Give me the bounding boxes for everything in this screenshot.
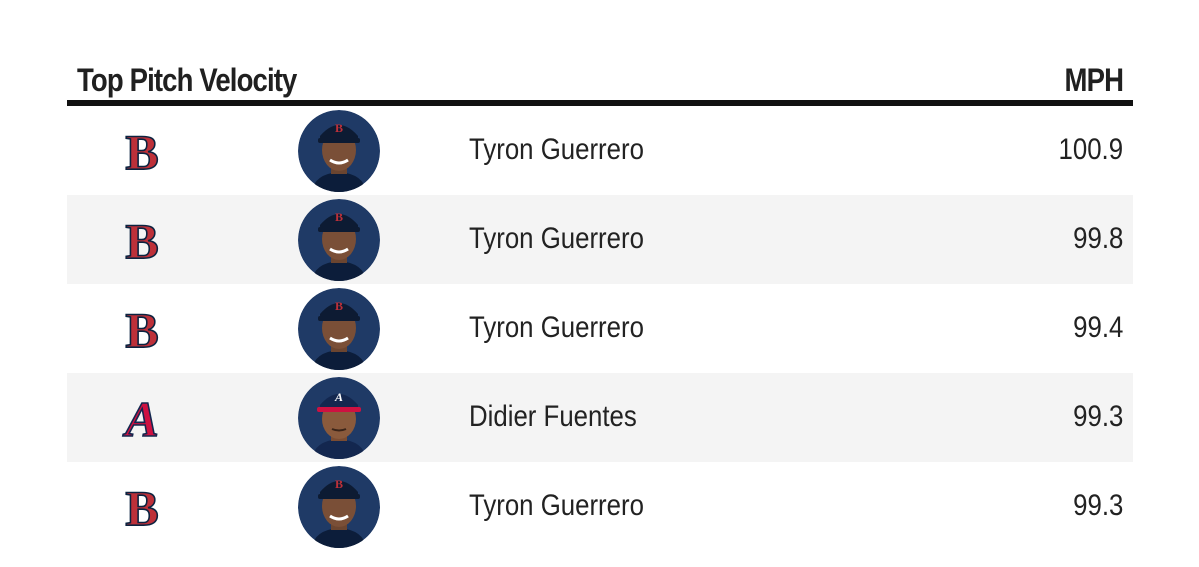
- player-name: Tyron Guerrero: [469, 489, 644, 522]
- table-row: B B Tyron Guerrero 99.3: [67, 462, 1133, 551]
- mph-column-header: MPH: [1064, 62, 1123, 98]
- svg-text:B: B: [125, 481, 158, 531]
- mph-value: 99.8: [1072, 222, 1123, 255]
- player-headshot-icon: B: [298, 288, 380, 370]
- red-sox-b-logo-icon: B: [125, 125, 160, 175]
- braves-a-logo-icon: A: [122, 392, 160, 442]
- svg-text:B: B: [335, 299, 343, 313]
- player-name: Tyron Guerrero: [469, 133, 644, 166]
- red-sox-b-logo-icon: B: [125, 481, 160, 531]
- player-name: Didier Fuentes: [469, 400, 637, 433]
- mph-value: 100.9: [1058, 133, 1123, 166]
- svg-text:B: B: [335, 477, 343, 491]
- svg-text:A: A: [334, 390, 343, 404]
- table-row: B B Tyron Guerrero 99.8: [67, 195, 1133, 284]
- mph-value: 99.4: [1072, 311, 1123, 344]
- table-header: Top Pitch Velocity MPH: [67, 60, 1133, 106]
- svg-text:A: A: [122, 392, 158, 442]
- player-headshot-icon: A: [298, 377, 380, 459]
- player-name: Tyron Guerrero: [469, 311, 644, 344]
- player-name: Tyron Guerrero: [469, 222, 644, 255]
- svg-text:B: B: [335, 121, 343, 135]
- svg-text:B: B: [125, 214, 158, 264]
- player-headshot-icon: B: [298, 199, 380, 281]
- svg-text:B: B: [335, 210, 343, 224]
- mph-value: 99.3: [1072, 400, 1123, 433]
- table-title: Top Pitch Velocity: [77, 62, 297, 98]
- mph-value: 99.3: [1072, 489, 1123, 522]
- red-sox-b-logo-icon: B: [125, 303, 160, 353]
- table-row: B B Tyron Guerrero 100.9: [67, 106, 1133, 195]
- velocity-table: Top Pitch Velocity MPH B B Tyron Guerrer…: [67, 60, 1133, 551]
- svg-text:B: B: [125, 125, 158, 175]
- table-row: B B Tyron Guerrero 99.4: [67, 284, 1133, 373]
- table-row: A A Didier Fuentes 99.3: [67, 373, 1133, 462]
- player-headshot-icon: B: [298, 110, 380, 192]
- svg-text:B: B: [125, 303, 158, 353]
- red-sox-b-logo-icon: B: [125, 214, 160, 264]
- player-headshot-icon: B: [298, 466, 380, 548]
